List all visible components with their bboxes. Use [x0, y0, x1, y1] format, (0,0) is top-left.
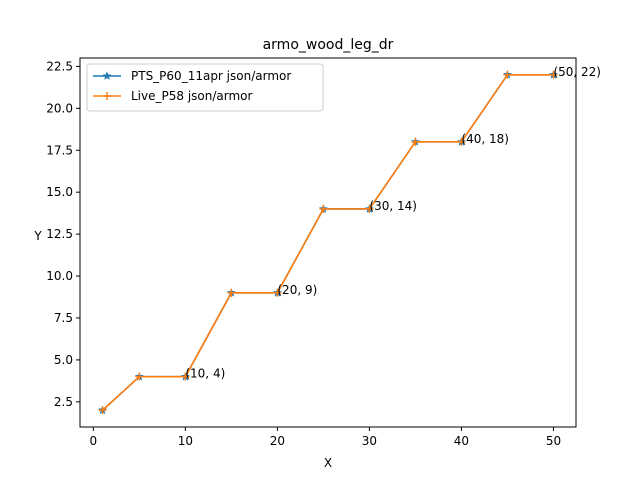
series-2-point [411, 137, 420, 146]
series-2-point [503, 70, 512, 79]
plot-area [97, 69, 559, 415]
series-2-point [549, 70, 558, 79]
legend: PTS_P60_11apr json/armor Live_P58 json/ar… [86, 63, 324, 112]
axes-frame [79, 57, 577, 428]
y-tick-label: 2.5 [54, 395, 73, 409]
point-annotation: (20, 9) [277, 283, 317, 297]
y-tick-label: 20.0 [46, 101, 73, 115]
series-line-2 [102, 73, 554, 411]
point-annotation: (10, 4) [185, 367, 225, 381]
annotations: (10, 4) (20, 9) (30, 14) (40, 18) (50, 22) [185, 65, 601, 381]
x-tick-label: 40 [454, 434, 469, 448]
series-line-1 [102, 73, 554, 411]
y-tick-label: 12.5 [46, 227, 73, 241]
legend-label-2: Live_P58 json/armor [131, 89, 253, 103]
x-tick-label: 30 [362, 434, 377, 448]
x-axis-label: X [324, 456, 332, 470]
point-annotation: (40, 18) [461, 132, 509, 146]
point-annotation: (30, 14) [369, 199, 417, 213]
series-2-point [135, 372, 144, 381]
y-tick-label: 22.5 [46, 59, 73, 73]
series-2-point [457, 137, 466, 146]
y-tick-label: 15.0 [46, 185, 73, 199]
y-axis: 2.5 5.0 7.5 10.0 12.5 15.0 17.5 20.0 22.5 [46, 59, 80, 409]
legend-label-1: PTS_P60_11apr json/armor [131, 69, 291, 83]
x-tick-label: 50 [546, 434, 561, 448]
y-tick-label: 5.0 [54, 353, 73, 367]
legend-marker-2 [103, 92, 111, 100]
legend-box [86, 63, 324, 112]
chart-title: armo_wood_leg_dr [263, 37, 394, 53]
series-2-point [365, 204, 374, 213]
x-axis: 0 10 20 30 40 50 [90, 427, 561, 448]
y-axis-label: Y [33, 229, 42, 243]
x-tick-label: 0 [90, 434, 98, 448]
point-annotation: (50, 22) [553, 65, 601, 79]
series-2-point [273, 288, 282, 297]
series-2-point [227, 288, 236, 297]
legend-marker-1 [102, 71, 112, 80]
y-tick-label: 17.5 [46, 143, 73, 157]
x-tick-label: 20 [270, 434, 285, 448]
series-2-point [181, 372, 190, 381]
series-2-point [319, 204, 328, 213]
x-tick-label: 10 [178, 434, 193, 448]
y-tick-label: 7.5 [54, 311, 73, 325]
y-tick-label: 10.0 [46, 269, 73, 283]
series-2-point [98, 406, 107, 415]
